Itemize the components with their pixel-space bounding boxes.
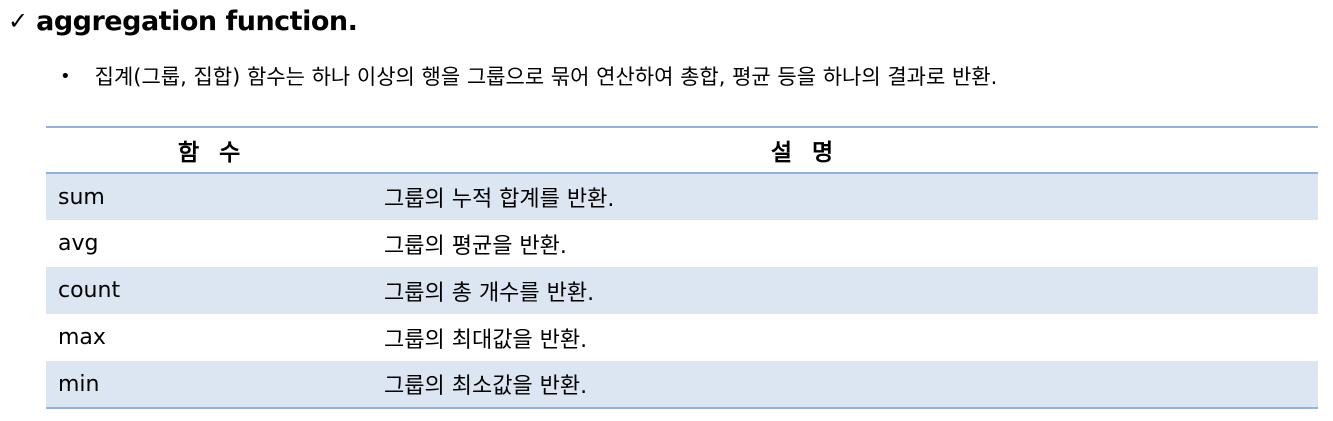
function-name: count [46, 267, 372, 314]
aggregate-function-table: 함 수 설 명 sum 그룹의 누적 합계를 반환. avg 그룹의 평균을 반… [46, 126, 1318, 409]
function-name: avg [46, 220, 372, 267]
function-name: max [46, 314, 372, 361]
function-description: 그룹의 평균을 반환. [372, 220, 1318, 267]
function-description: 그룹의 총 개수를 반환. [372, 267, 1318, 314]
section-heading: ✓ aggregation function. [8, 2, 358, 40]
heading-title: aggregation function. [36, 5, 358, 37]
header-description: 설 명 [372, 126, 1318, 174]
table-row: max 그룹의 최대값을 반환. [46, 314, 1318, 361]
bullet-text: 집계(그룹, 집합) 함수는 하나 이상의 행을 그룹으로 묶어 연산하여 총합… [94, 65, 998, 89]
checkmark-icon: ✓ [8, 7, 29, 35]
table-row: count 그룹의 총 개수를 반환. [46, 267, 1318, 314]
table-row: avg 그룹의 평균을 반환. [46, 220, 1318, 267]
bullet-description: • 집계(그룹, 집합) 함수는 하나 이상의 행을 그룹으로 묶어 연산하여 … [60, 56, 997, 96]
function-name: min [46, 361, 372, 409]
bullet-icon: • [60, 65, 71, 87]
header-function: 함 수 [46, 126, 372, 174]
function-description: 그룹의 최대값을 반환. [372, 314, 1318, 361]
table-row: min 그룹의 최소값을 반환. [46, 361, 1318, 409]
table-header-row: 함 수 설 명 [46, 126, 1318, 174]
table-row: sum 그룹의 누적 합계를 반환. [46, 173, 1318, 220]
function-description: 그룹의 최소값을 반환. [372, 361, 1318, 409]
function-description: 그룹의 누적 합계를 반환. [372, 173, 1318, 220]
function-name: sum [46, 173, 372, 220]
